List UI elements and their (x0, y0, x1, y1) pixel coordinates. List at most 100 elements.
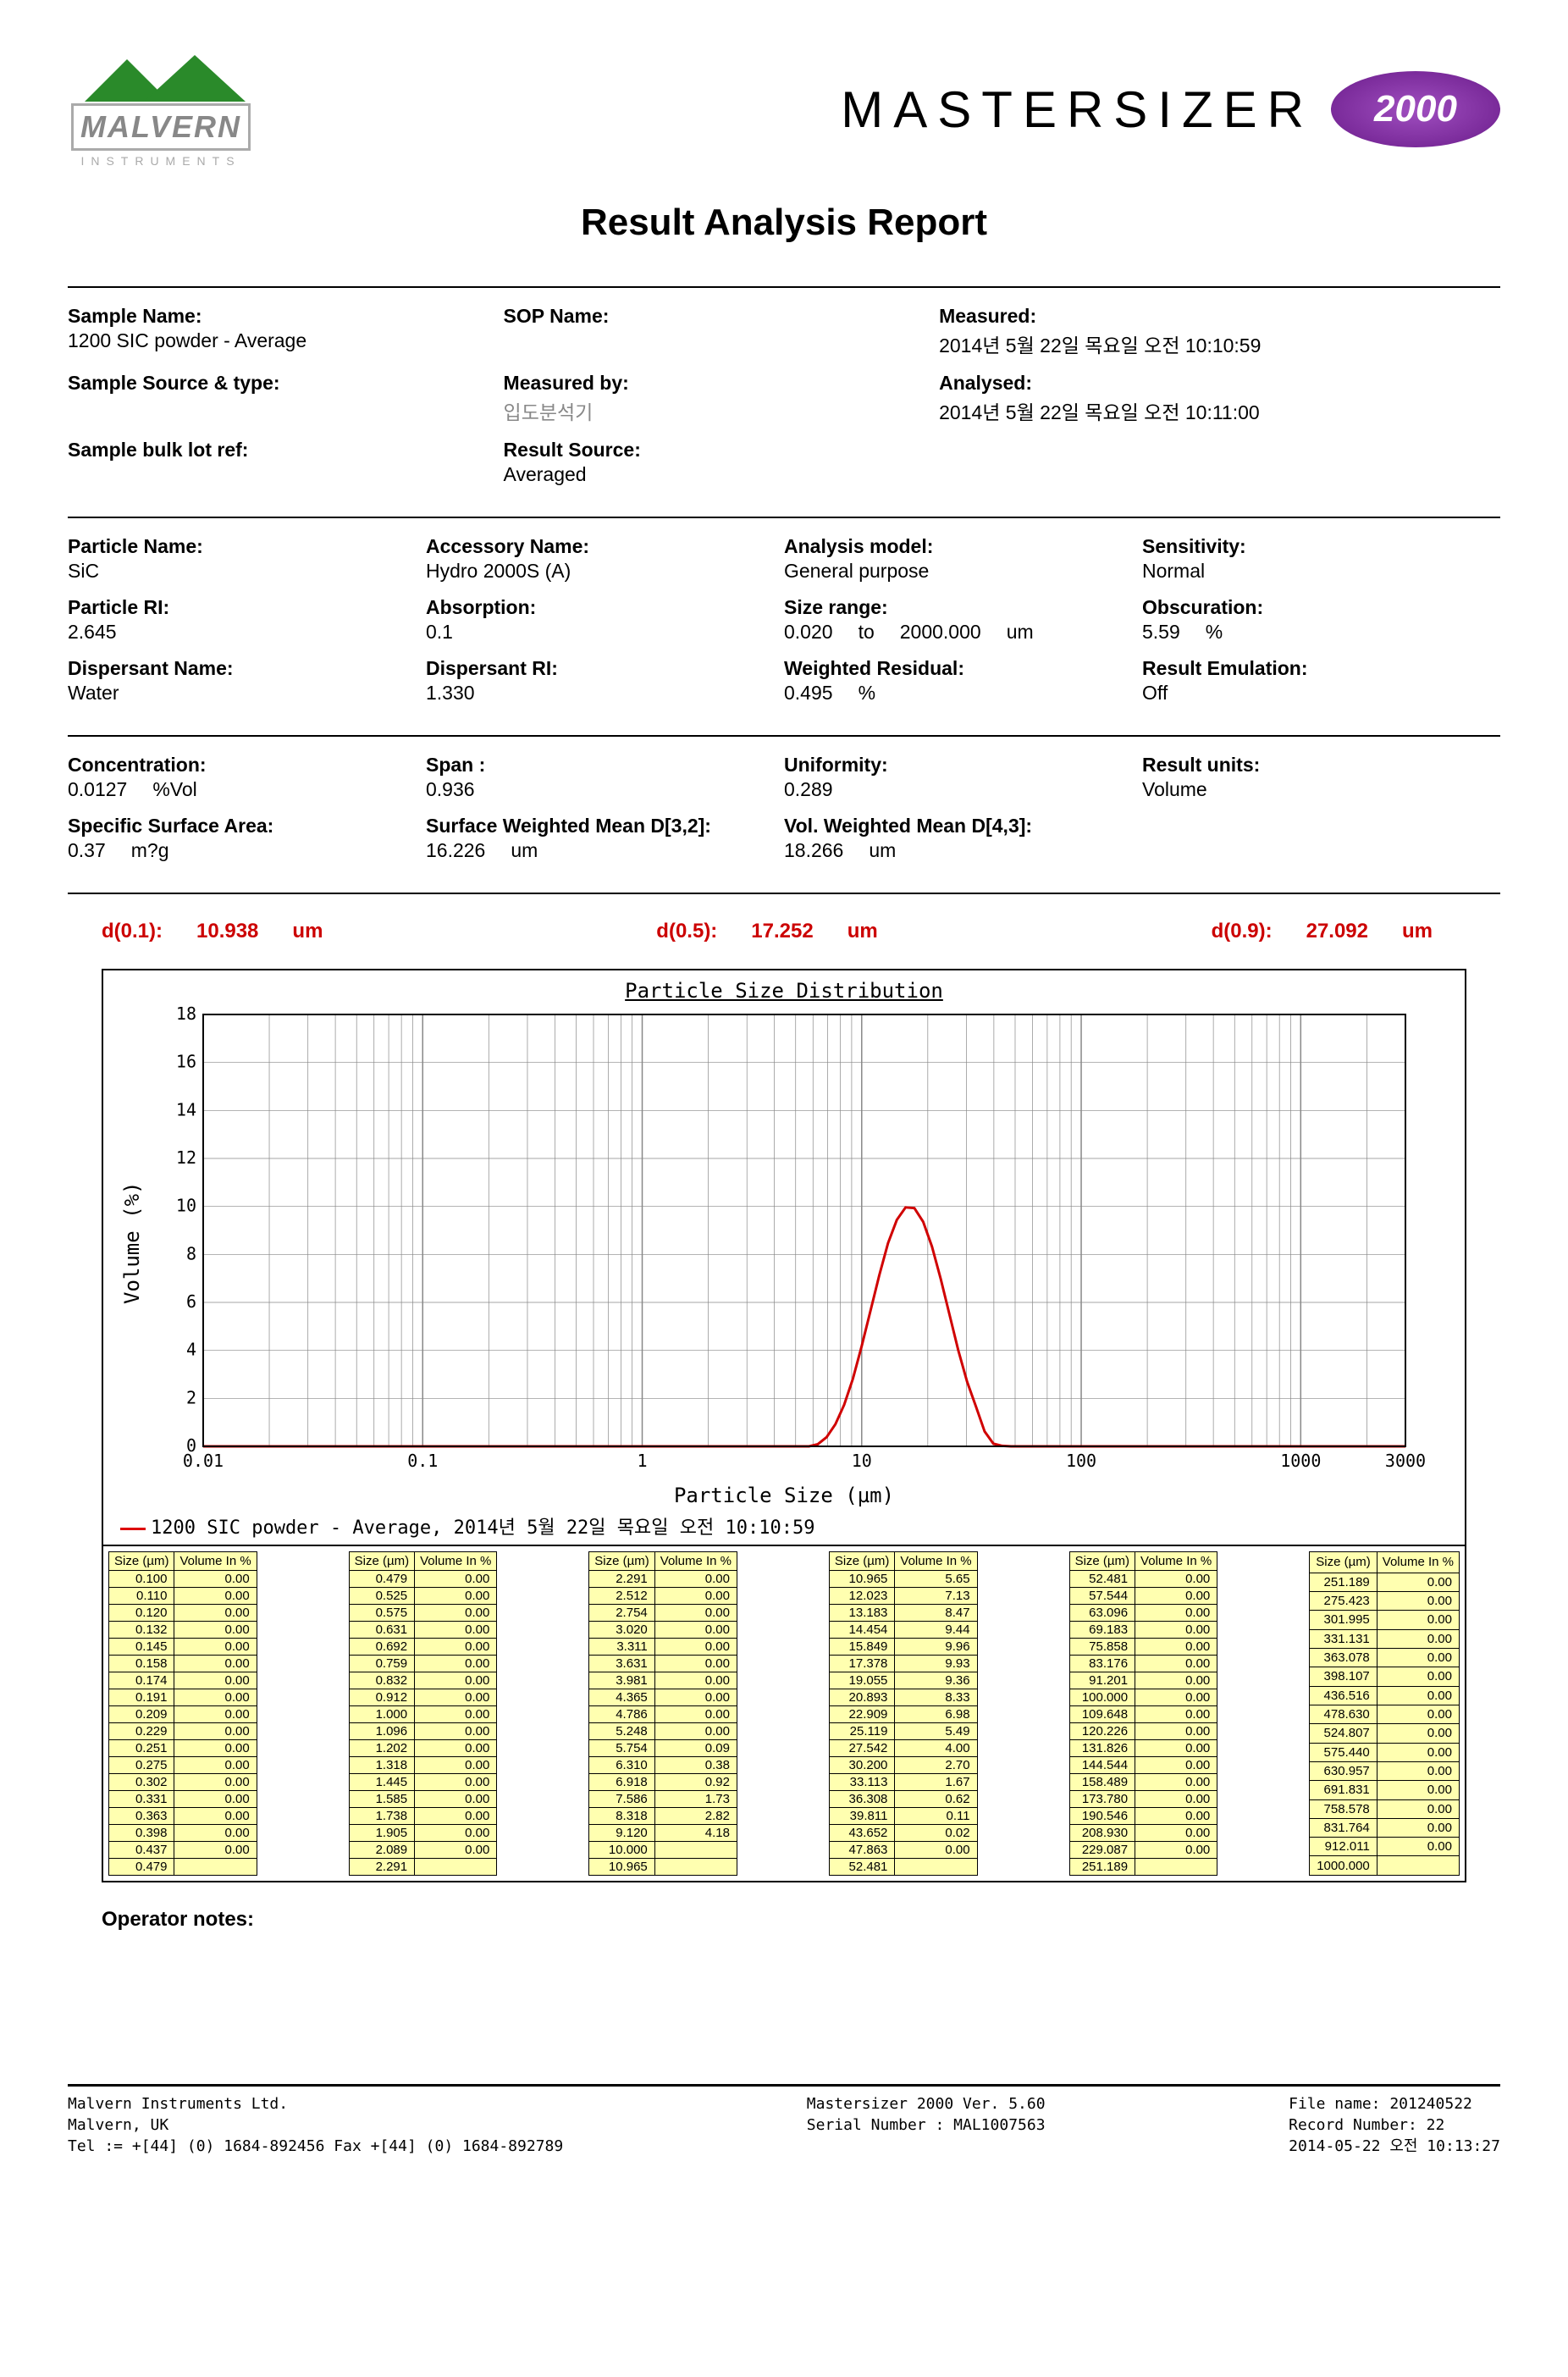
header: MALVERN INSTRUMENTS MASTERSIZER 2000 (68, 51, 1500, 168)
data-table: Size (µm)Volume In %52.4810.0057.5440.00… (1069, 1551, 1218, 1876)
d09: d(0.9):27.092um (1212, 920, 1466, 943)
chart-xlabel: Particle Size (µm) (120, 1484, 1448, 1507)
svg-text:0.01: 0.01 (183, 1451, 224, 1471)
chart-title: Particle Size Distribution (120, 979, 1448, 1003)
obs-label: Obscuration: (1142, 596, 1483, 619)
footer-right: File name: 201240522Record Number: 22201… (1289, 2093, 1500, 2158)
bulk-label: Sample bulk lot ref: (68, 439, 487, 462)
measured-value: 2014년 5월 22일 목요일 오전 10:10:59 (939, 329, 1483, 358)
disp-value: Water (68, 682, 409, 705)
ri-value: 2.645 (68, 621, 409, 644)
dispri-label: Dispersant RI: (426, 657, 767, 680)
unif-value: 0.289 (784, 778, 1125, 801)
vwm-label: Vol. Weighted Mean D[4,3]: (784, 815, 1125, 837)
svg-text:100: 100 (1066, 1451, 1096, 1471)
ssa-label: Specific Surface Area: (68, 815, 409, 837)
section-results: Concentration:0.0127%Vol Span :0.936 Uni… (68, 735, 1500, 893)
data-table: Size (µm)Volume In %2.2910.002.5120.002.… (588, 1551, 737, 1876)
conc-label: Concentration: (68, 754, 409, 777)
analysed-label: Analysed: (939, 372, 1483, 395)
data-table: Size (µm)Volume In %10.9655.6512.0237.13… (829, 1551, 978, 1876)
span-value: 0.936 (426, 778, 767, 801)
operator-notes: Operator notes: (102, 1908, 1500, 1932)
svg-text:14: 14 (176, 1099, 196, 1119)
source-label: Sample Source & type: (68, 372, 487, 395)
percentiles: d(0.1):10.938um d(0.5):17.252um d(0.9):2… (68, 894, 1500, 969)
svg-text:0.1: 0.1 (407, 1451, 438, 1471)
data-table: Size (µm)Volume In %0.4790.000.5250.000.… (349, 1551, 498, 1876)
svg-text:1000: 1000 (1280, 1451, 1321, 1471)
brand-badge: 2000 (1331, 71, 1500, 147)
measured-label: Measured: (939, 305, 1483, 328)
range-label: Size range: (784, 596, 1125, 619)
section-chart: d(0.1):10.938um d(0.5):17.252um d(0.9):2… (68, 893, 1500, 2086)
obs-value: 5.59% (1142, 621, 1483, 644)
svg-text:12: 12 (176, 1147, 196, 1168)
malvern-logo: MALVERN INSTRUMENTS (68, 51, 254, 168)
footer: Malvern Instruments Ltd.Malvern, UKTel :… (68, 2086, 1500, 2158)
svg-text:2: 2 (186, 1387, 196, 1407)
analysed-value: 2014년 5월 22일 목요일 오전 10:11:00 (939, 396, 1483, 425)
svg-text:4: 4 (186, 1340, 196, 1360)
svg-text:16: 16 (176, 1052, 196, 1072)
chart-legend: 1200 SIC powder - Average, 2014년 5월 22일 … (120, 1507, 1448, 1545)
data-table: Size (µm)Volume In %0.1000.000.1100.000.… (108, 1551, 257, 1876)
measuredby-value: 입도분석기 (504, 396, 923, 425)
emul-value: Off (1142, 682, 1483, 705)
section-particle: Particle Name:SiC Accessory Name:Hydro 2… (68, 517, 1500, 735)
rsource-label: Result Source: (504, 439, 923, 462)
model-value: General purpose (784, 560, 1125, 583)
svg-text:3000: 3000 (1385, 1451, 1426, 1471)
emul-label: Result Emulation: (1142, 657, 1483, 680)
logo-name: MALVERN (71, 103, 251, 151)
sample-name-value: 1200 SIC powder - Average (68, 329, 487, 352)
wres-value: 0.495% (784, 682, 1125, 705)
brand-area: MASTERSIZER 2000 (841, 71, 1500, 147)
units-label: Result units: (1142, 754, 1483, 777)
accessory-value: Hydro 2000S (A) (426, 560, 767, 583)
footer-left: Malvern Instruments Ltd.Malvern, UKTel :… (68, 2093, 563, 2158)
d05: d(0.5):17.252um (656, 920, 911, 943)
dispri-value: 1.330 (426, 682, 767, 705)
abs-value: 0.1 (426, 621, 767, 644)
conc-value: 0.0127%Vol (68, 778, 409, 801)
wres-label: Weighted Residual: (784, 657, 1125, 680)
measuredby-label: Measured by: (504, 372, 923, 395)
svg-text:18: 18 (176, 1006, 196, 1024)
data-table: Size (µm)Volume In %251.1890.00275.4230.… (1309, 1551, 1460, 1876)
span-label: Span : (426, 754, 767, 777)
svg-text:10: 10 (852, 1451, 872, 1471)
svg-text:10: 10 (176, 1196, 196, 1216)
sop-label: SOP Name: (504, 305, 923, 328)
range-value: 0.020to2000.000um (784, 621, 1125, 644)
svg-text:1: 1 (637, 1451, 647, 1471)
particle-label: Particle Name: (68, 535, 409, 558)
sample-name-label: Sample Name: (68, 305, 487, 328)
chart-container: Particle Size Distribution Volume (%) 02… (102, 969, 1466, 1546)
swm-value: 16.226um (426, 839, 767, 862)
abs-label: Absorption: (426, 596, 767, 619)
data-tables: Size (µm)Volume In %0.1000.000.1100.000.… (102, 1546, 1466, 1882)
ri-label: Particle RI: (68, 596, 409, 619)
svg-text:8: 8 (186, 1243, 196, 1263)
section-sample: Sample Name:1200 SIC powder - Average SO… (68, 286, 1500, 517)
footer-center: Mastersizer 2000 Ver. 5.60Serial Number … (807, 2093, 1046, 2158)
ssa-value: 0.37m?g (68, 839, 409, 862)
sens-label: Sensitivity: (1142, 535, 1483, 558)
particle-value: SiC (68, 560, 409, 583)
brand-name: MASTERSIZER (841, 80, 1314, 139)
report-title: Result Analysis Report (68, 202, 1500, 244)
logo-sub: INSTRUMENTS (80, 154, 240, 168)
d01: d(0.1):10.938um (102, 920, 356, 943)
rsource-value: Averaged (504, 463, 923, 486)
units-value: Volume (1142, 778, 1483, 801)
unif-label: Uniformity: (784, 754, 1125, 777)
svg-text:6: 6 (186, 1291, 196, 1312)
accessory-label: Accessory Name: (426, 535, 767, 558)
chart-svg: 0246810121416180.010.111010010003000 (152, 1006, 1448, 1480)
disp-label: Dispersant Name: (68, 657, 409, 680)
model-label: Analysis model: (784, 535, 1125, 558)
swm-label: Surface Weighted Mean D[3,2]: (426, 815, 767, 837)
sens-value: Normal (1142, 560, 1483, 583)
vwm-value: 18.266um (784, 839, 1125, 862)
